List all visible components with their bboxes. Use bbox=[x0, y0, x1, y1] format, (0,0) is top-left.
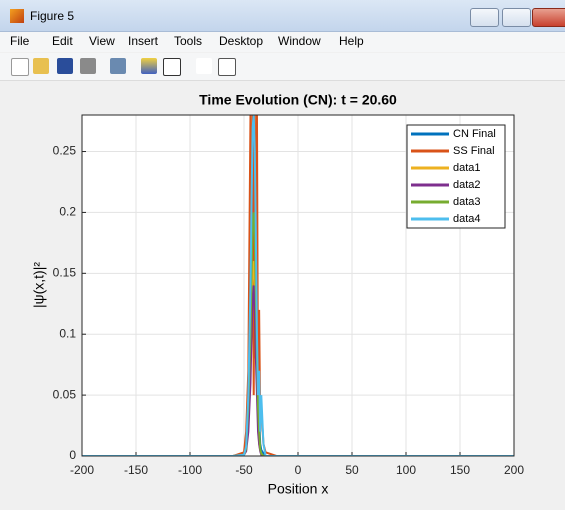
x-tick-label: -200 bbox=[70, 463, 94, 477]
new-button[interactable] bbox=[11, 58, 29, 76]
legend-label: data1 bbox=[453, 162, 481, 174]
x-axis-label: Position x bbox=[268, 481, 329, 497]
legend-label: data3 bbox=[453, 196, 481, 208]
menu-item[interactable]: Edit bbox=[52, 34, 73, 48]
app-icon bbox=[10, 9, 24, 23]
menu-item[interactable]: Tools bbox=[174, 34, 203, 48]
x-tick-label: 200 bbox=[504, 463, 524, 477]
minimize-button[interactable] bbox=[470, 8, 499, 27]
y-tick-label: 0.2 bbox=[59, 205, 76, 219]
legend-label: data4 bbox=[453, 213, 481, 225]
y-tick-label: 0 bbox=[69, 448, 76, 462]
x-tick-label: 50 bbox=[345, 463, 359, 477]
colorbar-button[interactable] bbox=[141, 58, 157, 74]
legend-box bbox=[406, 124, 506, 229]
y-tick-label: 0.1 bbox=[59, 326, 76, 340]
link-button[interactable] bbox=[110, 58, 126, 74]
open-button[interactable] bbox=[33, 58, 49, 74]
window-title: Figure 5 bbox=[30, 9, 75, 23]
chart: Time Evolution (CN): t = 20.60 Position … bbox=[31, 92, 525, 497]
menu-item[interactable]: Desktop bbox=[219, 34, 264, 48]
chart-title: Time Evolution (CN): t = 20.60 bbox=[199, 92, 397, 108]
title-bar: Figure 5 bbox=[0, 0, 565, 32]
menu-item[interactable]: View bbox=[89, 34, 115, 48]
menu-item[interactable]: Insert bbox=[128, 34, 159, 48]
y-tick-label: 0.25 bbox=[53, 144, 77, 158]
axes-box bbox=[81, 114, 515, 457]
toolbar bbox=[0, 53, 565, 81]
legend-button[interactable] bbox=[163, 58, 181, 76]
legend-label: CN Final bbox=[453, 128, 496, 140]
print-button[interactable] bbox=[80, 58, 96, 74]
x-tick-label: 100 bbox=[396, 463, 416, 477]
maximize-button[interactable] bbox=[502, 8, 531, 27]
property-button[interactable] bbox=[218, 58, 236, 76]
menu-item[interactable]: File bbox=[10, 34, 30, 48]
y-tick-label: 0.05 bbox=[53, 387, 77, 401]
x-tick-label: -50 bbox=[235, 463, 253, 477]
x-tick-label: 0 bbox=[295, 463, 302, 477]
x-tick-label: -100 bbox=[178, 463, 202, 477]
x-tick-label: -150 bbox=[124, 463, 148, 477]
legend-label: data2 bbox=[453, 179, 481, 191]
y-tick-label: 0.15 bbox=[53, 265, 77, 279]
data-line bbox=[82, 115, 514, 456]
menu-bar: File Edit View Insert Tools Desktop Window Help bbox=[0, 32, 565, 52]
menu-item[interactable]: Window bbox=[278, 34, 321, 48]
y-axis-label: |ψ(x,t)|² bbox=[31, 262, 47, 308]
close-button[interactable] bbox=[532, 8, 565, 27]
x-tick-label: 150 bbox=[450, 463, 470, 477]
legend-label: SS Final bbox=[453, 145, 495, 157]
save-button[interactable] bbox=[57, 58, 73, 74]
menu-item[interactable]: Help bbox=[339, 34, 364, 48]
pointer-button[interactable] bbox=[196, 58, 212, 74]
